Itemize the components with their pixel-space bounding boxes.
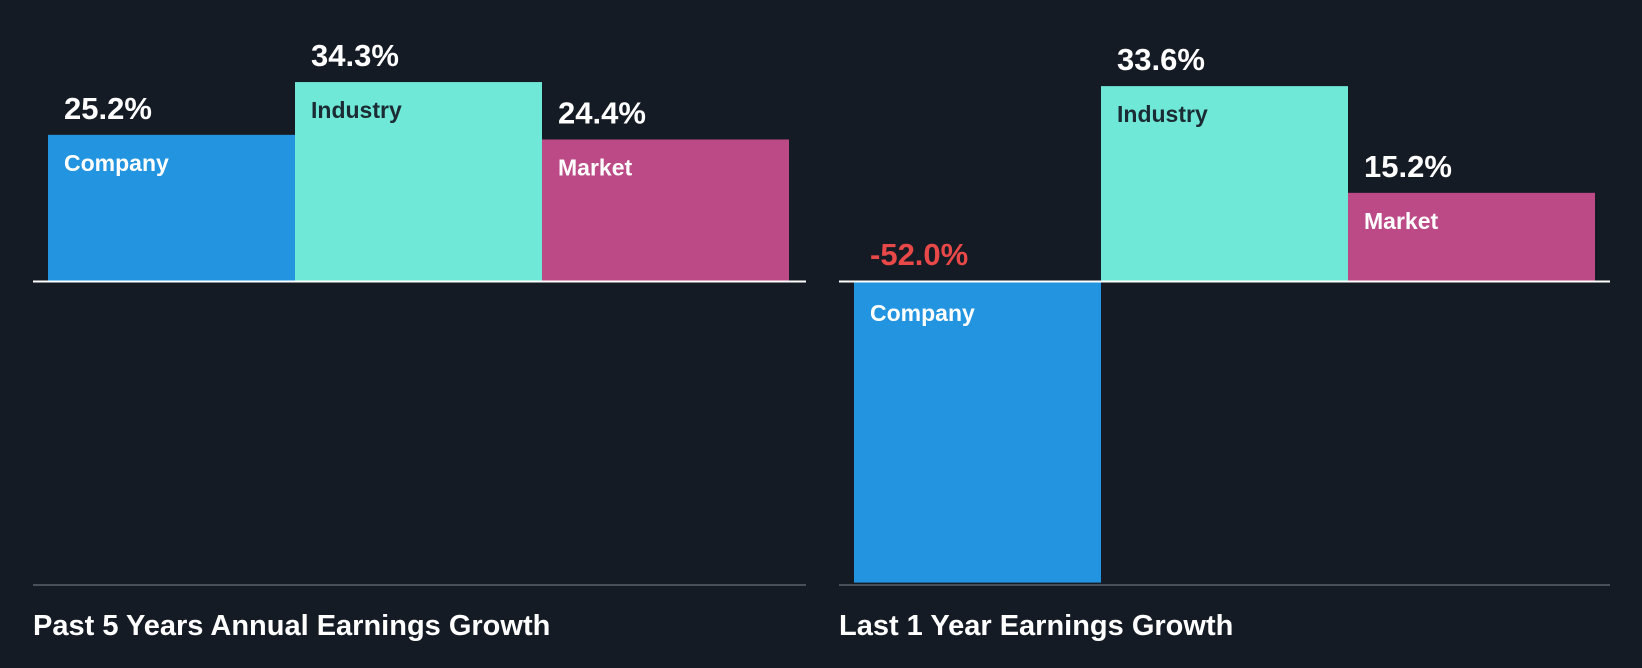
bar-label-market: Market <box>558 154 632 180</box>
bar-label-industry: Industry <box>311 97 402 123</box>
bar-label-company: Company <box>870 300 975 326</box>
bar-label-market: Market <box>1364 208 1438 234</box>
chart-title: Past 5 Years Annual Earnings Growth <box>33 610 550 642</box>
bar-company <box>854 281 1101 583</box>
value-label-market: 24.4% <box>558 95 646 130</box>
bar-label-company: Company <box>64 150 169 176</box>
chart-panels: Company 25.2% Industry 34.3% Market 24.4% Past… <box>33 38 1610 642</box>
chart-panel-2: Company -52.0% Industry 33.6% Market 15.2% Las… <box>839 42 1610 642</box>
value-label-industry: 33.6% <box>1117 42 1205 77</box>
value-label-industry: 34.3% <box>311 38 399 73</box>
value-label-market: 15.2% <box>1364 149 1452 184</box>
bar-label-industry: Industry <box>1117 101 1208 127</box>
bar-industry <box>295 82 542 281</box>
bar-industry <box>1101 86 1348 282</box>
bar-company <box>48 134 295 281</box>
value-label-company: -52.0% <box>870 237 968 272</box>
chart-title: Last 1 Year Earnings Growth <box>839 610 1233 642</box>
value-label-company: 25.2% <box>64 91 152 126</box>
bar-market <box>1348 192 1595 281</box>
bar-market <box>542 139 789 281</box>
chart-panel-1: Company 25.2% Industry 34.3% Market 24.4% Past… <box>33 38 806 642</box>
